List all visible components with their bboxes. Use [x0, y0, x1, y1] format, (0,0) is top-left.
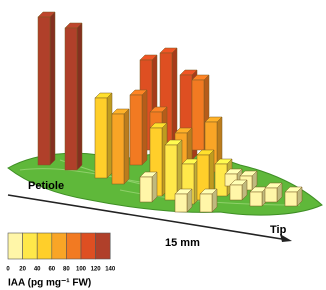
legend-swatch: [81, 233, 96, 259]
legend-swatch: [66, 233, 81, 259]
legend-swatch: [8, 233, 23, 259]
bar-front: [285, 192, 297, 206]
bar-front: [65, 28, 77, 170]
bar-front: [38, 17, 50, 165]
tip-label: Tip: [270, 224, 287, 236]
legend-tick-label: 60: [48, 267, 55, 273]
bar-front: [230, 185, 242, 200]
bar-front: [265, 188, 277, 202]
bar-front: [140, 177, 152, 202]
bar-side: [77, 23, 82, 170]
legend-tick-label: 0: [6, 267, 10, 273]
petiole-label: Petiole: [28, 180, 64, 192]
bar-front: [130, 95, 142, 165]
legend-tick-label: 140: [105, 267, 116, 273]
bar-side: [107, 93, 112, 178]
legend-swatch: [96, 233, 111, 259]
bar-front: [250, 192, 262, 206]
bar-front: [95, 98, 107, 178]
bar-side: [142, 90, 147, 165]
legend-tick-label: 40: [34, 267, 41, 273]
legend-tick-label: 120: [91, 267, 102, 273]
legend-tick-label: 20: [19, 267, 26, 273]
legend-title: IAA (pg mg⁻¹ FW): [8, 278, 91, 289]
bar-front: [200, 194, 212, 212]
legend-swatch: [37, 233, 52, 259]
bar-front: [165, 145, 177, 200]
bar-side: [124, 109, 129, 184]
bar-front: [175, 194, 187, 212]
legend-swatch: [52, 233, 67, 259]
bar-side: [50, 12, 55, 165]
figure: Petiole Tip 15 mm 0 20 40 60 80 100 120140 IAA…: [0, 0, 326, 290]
bar-front: [192, 80, 204, 150]
legend-swatch: [23, 233, 38, 259]
legend-tick-label: 80: [63, 267, 70, 273]
legend-tick-label: 100: [76, 267, 87, 273]
scale-label: 15 mm: [165, 237, 200, 249]
bar-front: [112, 114, 124, 184]
